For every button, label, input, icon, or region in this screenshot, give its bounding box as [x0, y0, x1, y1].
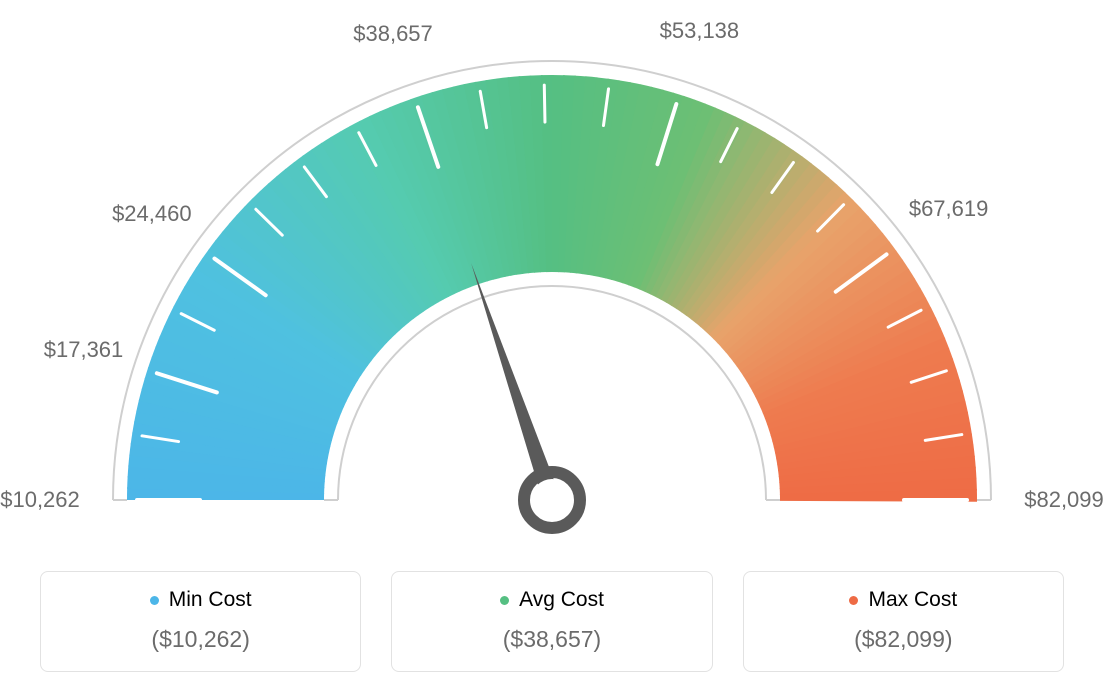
legend-card-min: Min Cost ($10,262)	[40, 571, 361, 672]
legend-title-max-text: Max Cost	[868, 588, 957, 612]
legend-title-avg-text: Avg Cost	[519, 588, 604, 612]
legend-title-min-text: Min Cost	[169, 588, 252, 612]
gauge-tick-label: $82,099	[1024, 487, 1104, 513]
gauge-tick-label: $10,262	[0, 487, 80, 513]
legend-value-min: ($10,262)	[51, 626, 350, 653]
legend-row: Min Cost ($10,262) Avg Cost ($38,657) Ma…	[40, 571, 1064, 672]
chart-container: $10,262 $17,361 $24,460 $38,657 $53,138 $67,6…	[0, 0, 1104, 690]
gauge: $10,262 $17,361 $24,460 $38,657 $53,138 $67,6…	[0, 0, 1104, 560]
legend-title-min: Min Cost	[150, 588, 252, 612]
legend-title-max: Max Cost	[849, 588, 957, 612]
gauge-tick-label: $24,460	[112, 201, 192, 227]
gauge-tick-label: $67,619	[909, 196, 989, 222]
legend-value-max: ($82,099)	[754, 626, 1053, 653]
gauge-tick-label: $17,361	[44, 337, 124, 363]
legend-dot-min	[150, 596, 159, 605]
legend-card-avg: Avg Cost ($38,657)	[391, 571, 712, 672]
legend-dot-avg	[500, 596, 509, 605]
gauge-tick-label: $53,138	[660, 18, 740, 44]
gauge-tick-label: $38,657	[353, 21, 433, 47]
legend-dot-max	[849, 596, 858, 605]
legend-card-max: Max Cost ($82,099)	[743, 571, 1064, 672]
legend-title-avg: Avg Cost	[500, 588, 604, 612]
legend-value-avg: ($38,657)	[402, 626, 701, 653]
